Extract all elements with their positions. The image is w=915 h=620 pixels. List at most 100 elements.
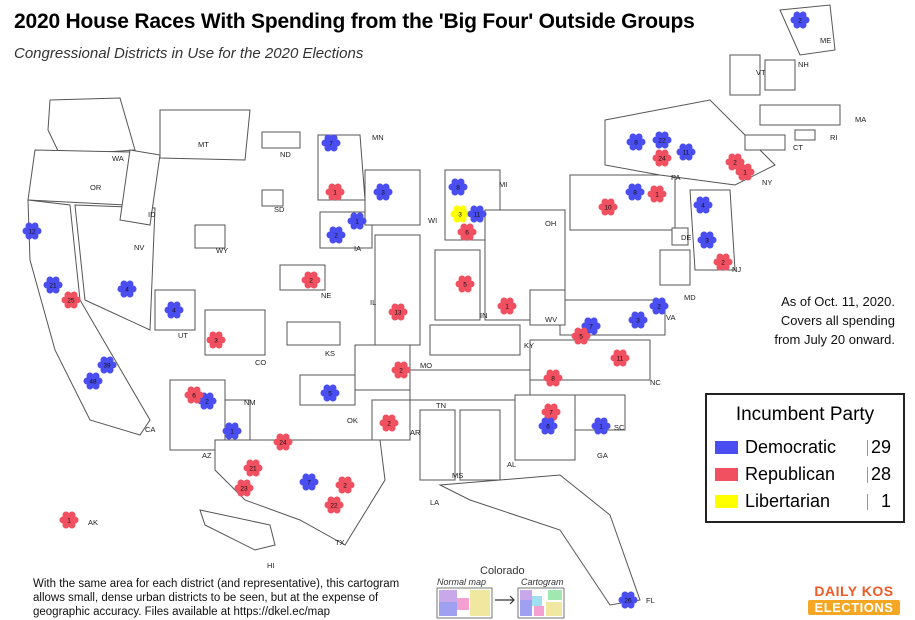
- district-number-label: 1: [230, 428, 234, 435]
- district-hex: [206, 392, 214, 400]
- inset-normal-cd3: [439, 602, 457, 616]
- district-number-label: 6: [465, 229, 469, 236]
- district-hex: [635, 143, 643, 151]
- state-shape-al: [459, 409, 501, 481]
- district-hex: [580, 337, 588, 345]
- district-hex: [658, 297, 666, 305]
- district-number-label: 1: [655, 191, 659, 198]
- district-number-label: 2: [399, 367, 403, 374]
- district-cluster: 1: [497, 297, 517, 315]
- state-outlines: [27, 4, 841, 606]
- district-hex: [634, 183, 642, 191]
- state-label-wv: WV: [545, 315, 557, 324]
- district-hex: [637, 311, 645, 319]
- district-hex: [457, 178, 465, 186]
- district-hex: [308, 473, 316, 481]
- legend-swatch-republican: [715, 468, 738, 481]
- state-label-nv: NV: [134, 243, 144, 252]
- note-line-3: from July 20 onward.: [774, 332, 895, 347]
- district-hex: [388, 424, 396, 432]
- district-hex: [476, 205, 484, 213]
- state-label-ks: KS: [325, 349, 335, 358]
- state-label-oh: OH: [545, 219, 556, 228]
- district-hex: [92, 382, 100, 390]
- district-hex: [400, 371, 408, 379]
- district-hex: [658, 307, 666, 315]
- district-hex: [334, 193, 342, 201]
- state-shape-sd: [261, 189, 284, 207]
- state-label-nd: ND: [280, 150, 291, 159]
- legend-item-libertarian: Libertarian 1: [715, 490, 895, 514]
- district-cluster: 2: [725, 153, 745, 171]
- district-hex: [506, 307, 514, 315]
- district-cluster: 11: [467, 205, 487, 223]
- district-hex: [627, 591, 635, 599]
- state-shape-mt: [159, 109, 251, 161]
- district-number-label: 4: [172, 307, 176, 314]
- district-cluster: 2: [301, 271, 321, 289]
- state-label-pa: PA: [671, 173, 680, 182]
- district-number-label: 2: [798, 17, 802, 24]
- state-label-sd: SD: [274, 205, 285, 214]
- district-number-label: 24: [658, 155, 666, 162]
- district-cluster: 23: [234, 479, 254, 497]
- note-line-2: Covers all spending: [780, 313, 895, 328]
- district-cluster: 10: [598, 198, 618, 216]
- district-number-label: 8: [634, 139, 638, 146]
- logo-text-bottom: ELECTIONS: [808, 600, 900, 615]
- state-label-il: IL: [370, 298, 376, 307]
- district-hex: [799, 21, 807, 29]
- district-cluster: 3: [206, 331, 226, 349]
- district-cluster: 22: [324, 496, 344, 514]
- legend-label-republican: Republican: [745, 464, 836, 484]
- inset-normal-cd4: [470, 590, 490, 616]
- page-subtitle: Congressional Districts in Use for the 2…: [14, 45, 364, 62]
- district-cluster: 5: [455, 275, 475, 293]
- district-hex: [231, 432, 239, 440]
- district-cluster: 12: [22, 222, 42, 240]
- state-shape-sc: [574, 394, 626, 431]
- district-hex: [52, 276, 60, 284]
- state-label-mo: MO: [420, 361, 432, 370]
- district-number-label: 21: [249, 465, 257, 472]
- district-hex: [215, 341, 223, 349]
- legend-label-libertarian: Libertarian: [745, 491, 831, 511]
- inset-carto-cd4: [546, 602, 562, 616]
- state-shape-id: [119, 149, 161, 226]
- state-label-in: IN: [480, 311, 488, 320]
- district-hex: [661, 149, 669, 157]
- district-cluster: 24: [273, 433, 293, 451]
- legend-swatch-democratic: [715, 441, 738, 454]
- state-label-hi: HI: [267, 561, 275, 570]
- district-cluster: 5: [320, 384, 340, 402]
- district-number-label: 1: [505, 303, 509, 310]
- district-hex: [656, 185, 664, 193]
- district-cluster: 24: [652, 149, 672, 167]
- district-hex: [193, 386, 201, 394]
- district-number-label: 10: [604, 204, 612, 211]
- state-shape-wy: [194, 224, 226, 249]
- state-shape-ct: [744, 134, 786, 151]
- district-cluster: 6: [538, 417, 558, 435]
- district-hex: [106, 356, 114, 364]
- district-hex: [252, 459, 260, 467]
- district-hex: [52, 286, 60, 294]
- district-number-label: 23: [240, 485, 248, 492]
- district-number-label: 11: [683, 149, 690, 156]
- district-hex: [607, 198, 615, 206]
- district-hex: [547, 417, 555, 425]
- district-number-label: 4: [701, 202, 705, 209]
- district-number-label: 5: [463, 281, 467, 288]
- note-line-1: As of Oct. 11, 2020.: [781, 294, 895, 309]
- district-number-label: 2: [387, 420, 391, 427]
- district-hex: [635, 133, 643, 141]
- legend-count-democratic: 29: [870, 437, 891, 457]
- state-shape-wa: [47, 97, 136, 156]
- legend-swatch-libertarian: [715, 495, 738, 508]
- district-hex: [400, 361, 408, 369]
- district-number-label: 22: [658, 137, 666, 144]
- district-cluster: 4: [164, 301, 184, 319]
- inset-normal-label: Normal map: [437, 577, 487, 587]
- state-label-nc: NC: [650, 378, 661, 387]
- state-label-ok: OK: [347, 416, 358, 425]
